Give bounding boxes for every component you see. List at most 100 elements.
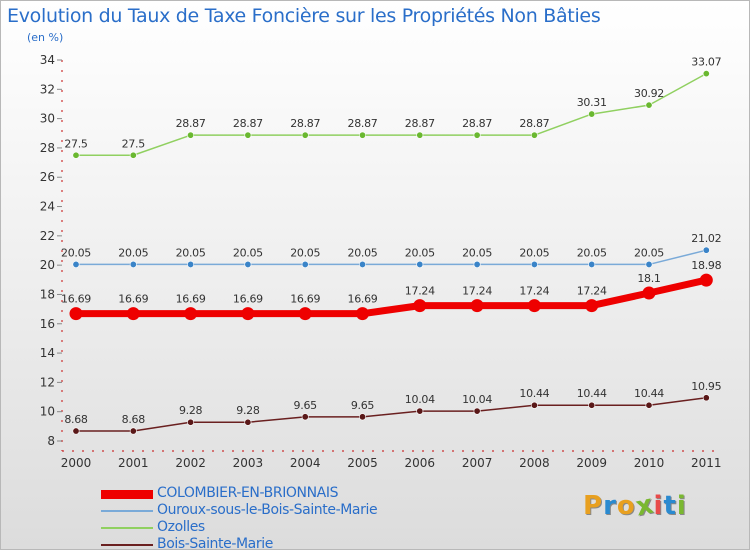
x-tick-label: 2009 — [576, 456, 607, 470]
data-point — [72, 427, 80, 435]
data-label: 30.31 — [577, 96, 607, 109]
series-ouroux-sous-le-bois-sainte-marie — [72, 246, 710, 268]
data-point — [530, 401, 538, 409]
data-point — [301, 131, 309, 139]
data-label: 17.24 — [519, 285, 549, 298]
data-label: 10.44 — [634, 387, 664, 400]
data-label: 10.95 — [691, 380, 721, 393]
data-point — [356, 307, 369, 321]
data-point — [301, 260, 309, 268]
data-point — [702, 394, 710, 402]
data-label: 9.65 — [351, 399, 375, 412]
data-point — [588, 260, 596, 268]
data-label: 8.68 — [64, 413, 88, 426]
series-layer — [69, 70, 713, 435]
data-point — [588, 401, 596, 409]
data-point — [473, 407, 481, 415]
y-tick-label: 20 — [40, 258, 55, 272]
data-point — [244, 260, 252, 268]
x-tick-label: 2008 — [519, 456, 550, 470]
data-label: 28.87 — [290, 117, 320, 130]
data-label: 16.69 — [348, 293, 378, 306]
chart-title: Evolution du Taux de Taxe Foncière sur l… — [7, 5, 601, 27]
series-line — [76, 276, 708, 318]
x-tick-label: 2000 — [61, 456, 92, 470]
series-ozolles — [72, 70, 710, 159]
y-tick-label: 30 — [40, 112, 55, 126]
data-label: 28.87 — [176, 117, 206, 130]
x-tick-label: 2007 — [462, 456, 493, 470]
y-tick-label: 22 — [40, 229, 55, 243]
series-line — [76, 72, 707, 156]
y-tick-label: 34 — [40, 53, 55, 67]
data-label: 21.02 — [691, 232, 721, 245]
data-point — [187, 260, 195, 268]
data-point — [530, 131, 538, 139]
data-label: 16.69 — [233, 293, 263, 306]
x-tick-label: 2011 — [691, 456, 722, 470]
data-point — [358, 131, 366, 139]
legend-label: COLOMBIER-EN-BRIONNAIS — [157, 485, 339, 501]
data-point — [470, 299, 484, 313]
data-point — [129, 151, 137, 159]
y-tick-label: 16 — [40, 317, 55, 331]
data-label: 8.68 — [122, 413, 146, 426]
data-label: 20.05 — [462, 246, 492, 259]
legend-label: Bois-Sainte-Marie — [157, 536, 273, 550]
data-point — [72, 151, 80, 159]
data-label: 10.44 — [577, 387, 607, 400]
data-point — [645, 401, 653, 409]
data-point — [184, 307, 198, 321]
data-label: 16.69 — [290, 293, 320, 306]
x-tick-label: 2001 — [118, 456, 149, 470]
data-label: 9.28 — [236, 404, 260, 417]
y-tick-label: 26 — [40, 170, 55, 184]
data-point — [702, 70, 710, 78]
data-point — [358, 260, 366, 268]
y-tick-label: 18 — [40, 287, 55, 301]
series-line — [76, 397, 707, 432]
data-point — [126, 307, 140, 321]
legend-swatch — [101, 489, 153, 499]
data-label: 28.87 — [462, 117, 492, 130]
data-label: 28.87 — [348, 117, 378, 130]
chart-subtitle: (en %) — [27, 31, 64, 44]
series-line — [76, 249, 707, 266]
data-point — [244, 418, 252, 426]
data-label: 20.05 — [233, 246, 263, 259]
data-point — [241, 307, 255, 321]
data-point — [642, 286, 656, 300]
data-point — [298, 307, 312, 321]
data-point — [645, 260, 653, 268]
data-label: 20.05 — [519, 246, 549, 259]
data-point — [129, 427, 137, 435]
data-label: 18.98 — [691, 259, 721, 272]
data-label: 20.05 — [577, 246, 607, 259]
data-label: 16.69 — [61, 293, 91, 306]
data-point — [702, 246, 710, 254]
data-label: 28.87 — [233, 117, 263, 130]
data-point — [473, 260, 481, 268]
legend-swatch — [101, 544, 153, 546]
proxiti-logo: Proxiti — [583, 489, 687, 523]
data-label: 17.24 — [462, 285, 492, 298]
data-point — [244, 131, 252, 139]
legend-swatch — [101, 527, 153, 529]
data-point — [585, 299, 599, 313]
x-tick-label: 2010 — [634, 456, 665, 470]
data-point — [129, 260, 137, 268]
data-point — [588, 110, 596, 118]
data-label: 9.28 — [179, 404, 203, 417]
data-point — [301, 413, 309, 421]
axes: 8 10 12 14 16 18 20 22 24 26 28 30 32 34 2000 2001 2002 2… — [40, 53, 722, 470]
data-label: 27.5 — [122, 137, 146, 150]
data-label: 20.05 — [634, 246, 664, 259]
data-point — [416, 407, 424, 415]
data-point — [413, 299, 427, 313]
x-tick-label: 2003 — [233, 456, 264, 470]
data-label: 20.05 — [290, 246, 320, 259]
data-label: 10.44 — [519, 387, 549, 400]
legend-label: Ouroux-sous-le-Bois-Sainte-Marie — [157, 502, 378, 518]
